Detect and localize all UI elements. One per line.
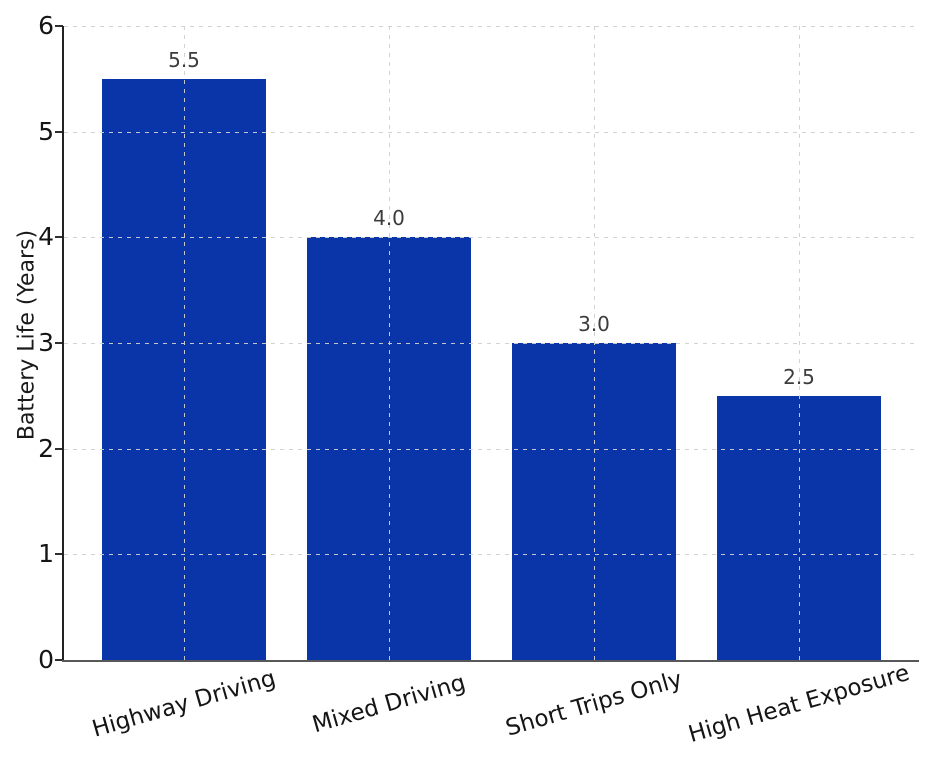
plot-area: 5.5 4.0 3.0 2.5 <box>64 26 919 660</box>
gridline-horizontal <box>64 26 919 27</box>
bar-value-label: 3.0 <box>578 312 610 336</box>
y-tick-mark <box>55 131 63 133</box>
bar-value-labels-layer: 5.5 4.0 3.0 2.5 <box>64 26 919 660</box>
x-tick-label-mixed-driving: Mixed Driving <box>309 669 469 739</box>
gridline-vertical <box>184 26 185 660</box>
gridline-vertical <box>799 26 800 660</box>
y-tick-mark <box>55 553 63 555</box>
gridline-horizontal <box>64 554 919 555</box>
y-tick-label: 3 <box>38 328 54 357</box>
y-tick-label: 4 <box>38 222 54 251</box>
y-tick-mark <box>55 25 63 27</box>
y-axis-spine <box>62 26 64 662</box>
y-tick-label: 0 <box>38 645 54 674</box>
y-tick-label: 5 <box>38 117 54 146</box>
y-tick-label: 6 <box>38 11 54 40</box>
y-tick-mark <box>55 236 63 238</box>
gridline-horizontal <box>64 132 919 133</box>
gridline-horizontal <box>64 343 919 344</box>
gridline-horizontal <box>64 237 919 238</box>
gridline-vertical <box>389 26 390 660</box>
bar-high-heat-exposure <box>717 396 881 660</box>
bar-mixed-driving <box>307 237 471 660</box>
bar-value-label: 2.5 <box>783 365 815 389</box>
bars-layer <box>64 26 919 660</box>
y-tick-mark <box>55 342 63 344</box>
bar-short-trips-only <box>512 343 676 660</box>
y-tick-mark <box>55 659 63 661</box>
y-tick-label: 2 <box>38 434 54 463</box>
bar-value-label: 5.5 <box>168 48 200 72</box>
gridline-vertical <box>594 26 595 660</box>
y-tick-mark <box>55 448 63 450</box>
x-tick-label-high-heat-exposure: High Heat Exposure <box>685 660 913 748</box>
x-tick-label-short-trips-only: Short Trips Only <box>502 666 686 742</box>
x-tick-label-highway-driving: Highway Driving <box>89 665 279 743</box>
y-tick-label: 1 <box>38 539 54 568</box>
gridline-horizontal <box>64 449 919 450</box>
bar-value-label: 4.0 <box>373 206 405 230</box>
grid-layer <box>64 26 919 660</box>
bar-highway-driving <box>102 79 266 660</box>
x-axis-spine <box>62 660 919 662</box>
